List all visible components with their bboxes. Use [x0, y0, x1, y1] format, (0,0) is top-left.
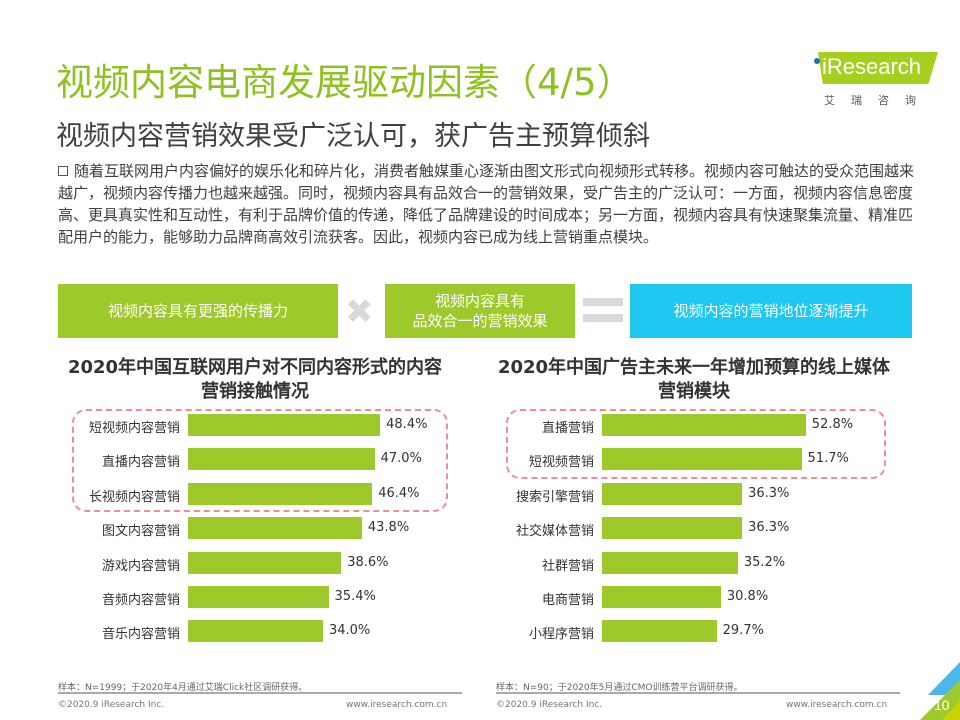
category-label: 电商营销: [434, 586, 594, 608]
flow-box-effect: 视频内容具有品效合一的营销效果: [385, 284, 575, 338]
category-label-text: 音乐内容营销: [101, 627, 180, 643]
category-label: 长视频内容营销: [20, 483, 180, 505]
value-label: 29.7%: [722, 623, 764, 639]
chart1-title: 2020年中国互联网用户对不同内容形式的内容营销接触情况: [67, 357, 443, 402]
value-label: 35.4%: [334, 589, 376, 604]
flow-box-line2: 品效合一的营销效果: [412, 312, 548, 330]
category-label-text: 电商营销: [541, 593, 594, 608]
bar: [188, 448, 375, 471]
value-label: 34.0%: [328, 623, 371, 639]
equals-icon: [583, 298, 623, 330]
value-label: 35.2%: [743, 554, 786, 570]
sample-note-left: 样本：N=1999；于2020年4月通过艾瑞Click社区调研获得。: [58, 683, 308, 693]
category-label: 直播内容营销: [20, 448, 180, 470]
category-label: 搜索引擎营销: [434, 483, 594, 505]
bar: [602, 551, 738, 574]
category-label-text: 社群营销: [541, 558, 594, 574]
category-label: 短视频内容营销: [20, 414, 180, 436]
category-label: 直播营销: [434, 414, 594, 436]
bar: [602, 448, 802, 471]
square-bullet-icon: [58, 166, 68, 176]
sample-note-right: 样本：N=90；于2020年5月通过CMO训练营平台调研获得。: [496, 683, 743, 693]
copyright: ©2020.9 iResearch Inc.: [58, 700, 165, 710]
divider: [58, 692, 462, 694]
category-label: 图文内容营销: [20, 517, 180, 539]
category-label-text: 直播内容营销: [101, 455, 180, 471]
category-label-text: 长视频内容营销: [88, 489, 180, 505]
bar: [602, 517, 743, 540]
website: www.iresearch.com.cn: [786, 700, 888, 710]
category-label: 音频内容营销: [20, 586, 180, 608]
value-label: 36.3%: [748, 520, 790, 536]
value-label: 51.7%: [807, 451, 849, 467]
category-label: 游戏内容营销: [20, 552, 180, 574]
intro-paragraph: 随着互联网用户内容偏好的娱乐化和碎片化，消费者触媒重心逐渐由图文形式向视频形式转…: [58, 160, 918, 248]
value-label: 52.8%: [811, 417, 854, 432]
page-title: 视频内容电商发展驱动因素（4/5）: [56, 61, 634, 104]
category-label-text: 图文内容营销: [101, 524, 180, 540]
category-label-text: 小程序营销: [528, 627, 594, 643]
value-label: 38.6%: [347, 554, 389, 570]
category-label-text: 游戏内容营销: [101, 558, 180, 574]
category-label-text: 短视频内容营销: [88, 421, 180, 436]
bar: [188, 551, 342, 574]
category-label-text: 短视频营销: [528, 455, 594, 471]
bar: [602, 620, 717, 643]
category-label: 社群营销: [434, 552, 594, 574]
category-label-text: 直播营销: [541, 421, 594, 436]
value-label: 46.4%: [378, 485, 420, 501]
flow-box-result: 视频内容的营销地位逐渐提升: [630, 284, 912, 338]
logo-cn: 艾瑞咨询: [824, 94, 932, 107]
page-number: 10: [934, 697, 950, 713]
website: www.iresearch.com.cn: [346, 700, 448, 710]
value-label: 30.8%: [726, 589, 769, 604]
flow-box-spread: 视频内容具有更强的传播力: [58, 284, 338, 338]
bar: [188, 620, 323, 643]
bar: [188, 586, 329, 608]
bar: [188, 414, 381, 436]
category-label-text: 搜索引擎营销: [515, 489, 594, 505]
highlight-box-left: [72, 409, 448, 512]
bar: [188, 482, 373, 505]
page-subtitle: 视频内容营销效果受广泛认可，获广告主预算倾斜: [56, 121, 650, 152]
category-label: 社交媒体营销: [434, 517, 594, 539]
value-label: 36.3%: [748, 485, 790, 501]
bar: [188, 517, 362, 540]
bar: [602, 414, 806, 436]
logo-brand: iResearch: [822, 54, 922, 79]
iresearch-logo: iResearch 艾瑞咨询: [790, 48, 940, 108]
category-label: 短视频营销: [434, 448, 594, 470]
value-label: 43.8%: [367, 520, 410, 536]
bar: [602, 586, 721, 608]
category-label: 小程序营销: [434, 620, 594, 642]
category-label-text: 音频内容营销: [101, 593, 180, 608]
paragraph-text: 随着互联网用户内容偏好的娱乐化和碎片化，消费者触媒重心逐渐由图文形式向视频形式转…: [58, 162, 915, 246]
category-label: 音乐内容营销: [20, 620, 180, 642]
copyright: ©2020.9 iResearch Inc.: [496, 700, 603, 710]
value-label: 47.0%: [380, 451, 422, 467]
bar: [602, 482, 743, 505]
category-label-text: 社交媒体营销: [515, 524, 594, 540]
divider: [496, 692, 900, 694]
flow-box-line1: 视频内容具有: [434, 292, 525, 310]
page-corner-decoration: 10: [920, 662, 960, 720]
highlight-box-right: [506, 409, 886, 479]
chart2-title: 2020年中国广告主未来一年增加预算的线上媒体营销模块: [497, 357, 891, 402]
value-label: 48.4%: [386, 417, 428, 432]
multiply-icon: ✖: [345, 292, 374, 332]
